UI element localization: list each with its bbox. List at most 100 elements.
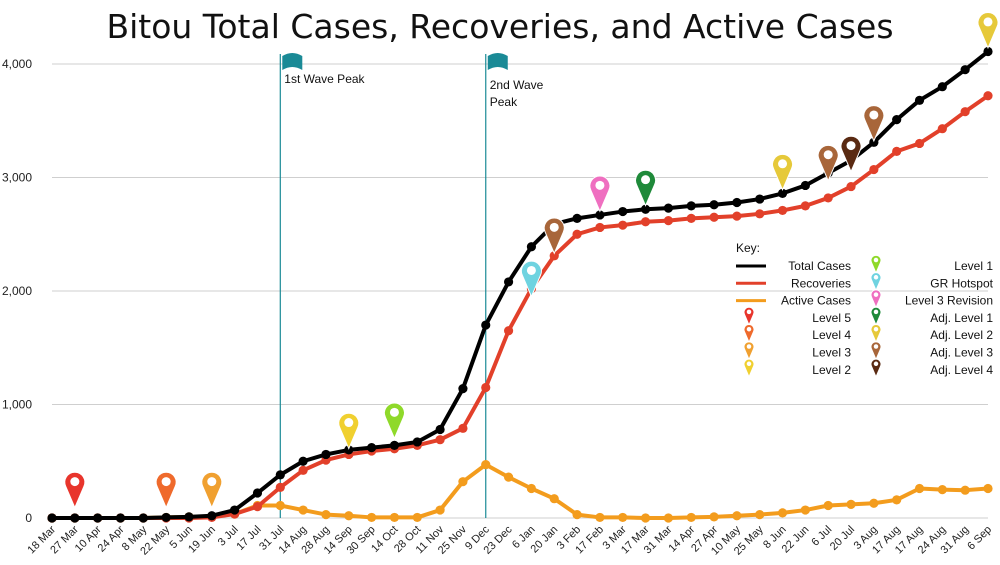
total-cases-point xyxy=(709,200,719,210)
pin-body xyxy=(64,471,86,509)
total-cases-point xyxy=(321,449,331,460)
pin-body xyxy=(870,306,882,327)
recoveries-point xyxy=(869,164,879,175)
legend-pin-icon xyxy=(870,306,882,327)
pin-hole xyxy=(161,477,171,487)
total-cases-point xyxy=(526,242,537,252)
legend-title: Key: xyxy=(736,241,760,255)
y-tick-label: 0 xyxy=(25,511,32,525)
recoveries-point xyxy=(572,229,582,239)
annotation-label-line: Peak xyxy=(490,95,518,109)
legend-label: Adj. Level 1 xyxy=(930,311,993,325)
legend-label: Level 4 xyxy=(812,328,851,342)
level-marker-icon xyxy=(772,153,794,192)
total-cases-point xyxy=(640,204,651,214)
pin-hole xyxy=(823,150,833,160)
active-cases-point xyxy=(389,512,400,523)
level-marker-icon xyxy=(817,144,839,182)
active-cases-point xyxy=(777,508,788,518)
pin-body xyxy=(383,402,405,440)
total-cases-point xyxy=(892,115,902,125)
pin-body xyxy=(817,144,839,182)
active-cases-point xyxy=(321,509,331,520)
legend-label: Adj. Level 4 xyxy=(930,363,993,377)
legend-pin-icon xyxy=(870,341,882,361)
pin-body xyxy=(870,341,882,361)
active-cases-point xyxy=(960,485,970,495)
level-marker-icon xyxy=(840,135,862,173)
level-marker-icon xyxy=(635,169,657,207)
total-cases-point xyxy=(207,511,217,521)
legend-label: GR Hotspot xyxy=(930,276,993,290)
active-cases-point xyxy=(846,499,856,509)
active-cases-point xyxy=(892,495,902,505)
active-cases-point xyxy=(367,512,377,523)
level-marker-icon xyxy=(155,471,177,509)
legend-label: Level 1 xyxy=(954,259,993,273)
pin-hole xyxy=(526,265,536,275)
pin-body xyxy=(201,471,223,509)
pin-body xyxy=(772,153,794,192)
pin-hole xyxy=(641,175,651,185)
y-tick-label: 4,000 xyxy=(2,57,32,71)
recoveries-point xyxy=(732,211,742,221)
recoveries-point xyxy=(595,222,605,233)
recoveries-point xyxy=(937,124,947,134)
legend-pin-icon xyxy=(870,324,882,344)
pin-body xyxy=(870,324,882,344)
annotation-label: 1st Wave Peak xyxy=(284,72,365,86)
pin-hole xyxy=(873,326,879,332)
x-tick-label: 17 Jul xyxy=(234,524,263,553)
legend-pin-icon xyxy=(743,358,755,379)
active-cases-point xyxy=(686,512,696,523)
level-marker-icon xyxy=(383,402,405,440)
total-cases-point xyxy=(572,213,582,223)
active-cases-point xyxy=(549,494,559,504)
pin-body xyxy=(863,105,885,143)
total-cases-point xyxy=(458,384,468,394)
level-markers xyxy=(64,12,999,509)
pin-body xyxy=(977,12,999,50)
y-axis: 0 1,000 2,000 3,000 4,000 xyxy=(2,57,32,525)
total-cases-point xyxy=(344,445,354,455)
recoveries-point xyxy=(846,181,856,192)
total-cases-point xyxy=(800,180,810,191)
recoveries-point xyxy=(983,91,993,101)
active-cases-point xyxy=(937,485,947,495)
pin-body xyxy=(520,260,542,298)
level-marker-icon xyxy=(520,260,542,298)
total-cases-point xyxy=(686,201,696,211)
recoveries-point xyxy=(777,205,788,216)
recoveries-point xyxy=(458,423,468,433)
pin-hole xyxy=(746,344,752,349)
recoveries-point xyxy=(800,201,810,211)
active-cases-point xyxy=(823,500,833,511)
x-tick-label: 24 Apr xyxy=(96,523,127,554)
recoveries-point xyxy=(549,251,559,261)
legend: Key: Total Cases Recoveries Active Cases Lev… xyxy=(736,241,994,379)
pin-body xyxy=(870,289,882,309)
active-cases-point xyxy=(458,477,468,487)
active-cases-line xyxy=(50,462,990,520)
total-cases-point xyxy=(230,505,240,515)
legend-label: Adj. Level 2 xyxy=(930,328,993,342)
pin-hole xyxy=(389,407,399,417)
pin-hole xyxy=(549,222,559,232)
recoveries-point xyxy=(435,435,445,445)
flag-icon xyxy=(487,53,508,70)
pin-body xyxy=(635,169,657,207)
level-marker-icon xyxy=(338,412,360,450)
recoveries-point xyxy=(640,217,651,227)
total-cases-point xyxy=(755,194,765,204)
recoveries-point xyxy=(275,482,285,492)
total-cases-point xyxy=(115,513,126,523)
total-cases-point xyxy=(435,424,445,435)
legend-pin-icon xyxy=(743,306,755,327)
annotation-label-line: 2nd Wave xyxy=(490,78,544,92)
recoveries-point xyxy=(503,326,514,336)
total-cases-point xyxy=(184,512,194,522)
legend-label: Level 2 xyxy=(812,363,851,377)
pin-hole xyxy=(70,477,80,487)
total-cases-point xyxy=(777,188,788,198)
